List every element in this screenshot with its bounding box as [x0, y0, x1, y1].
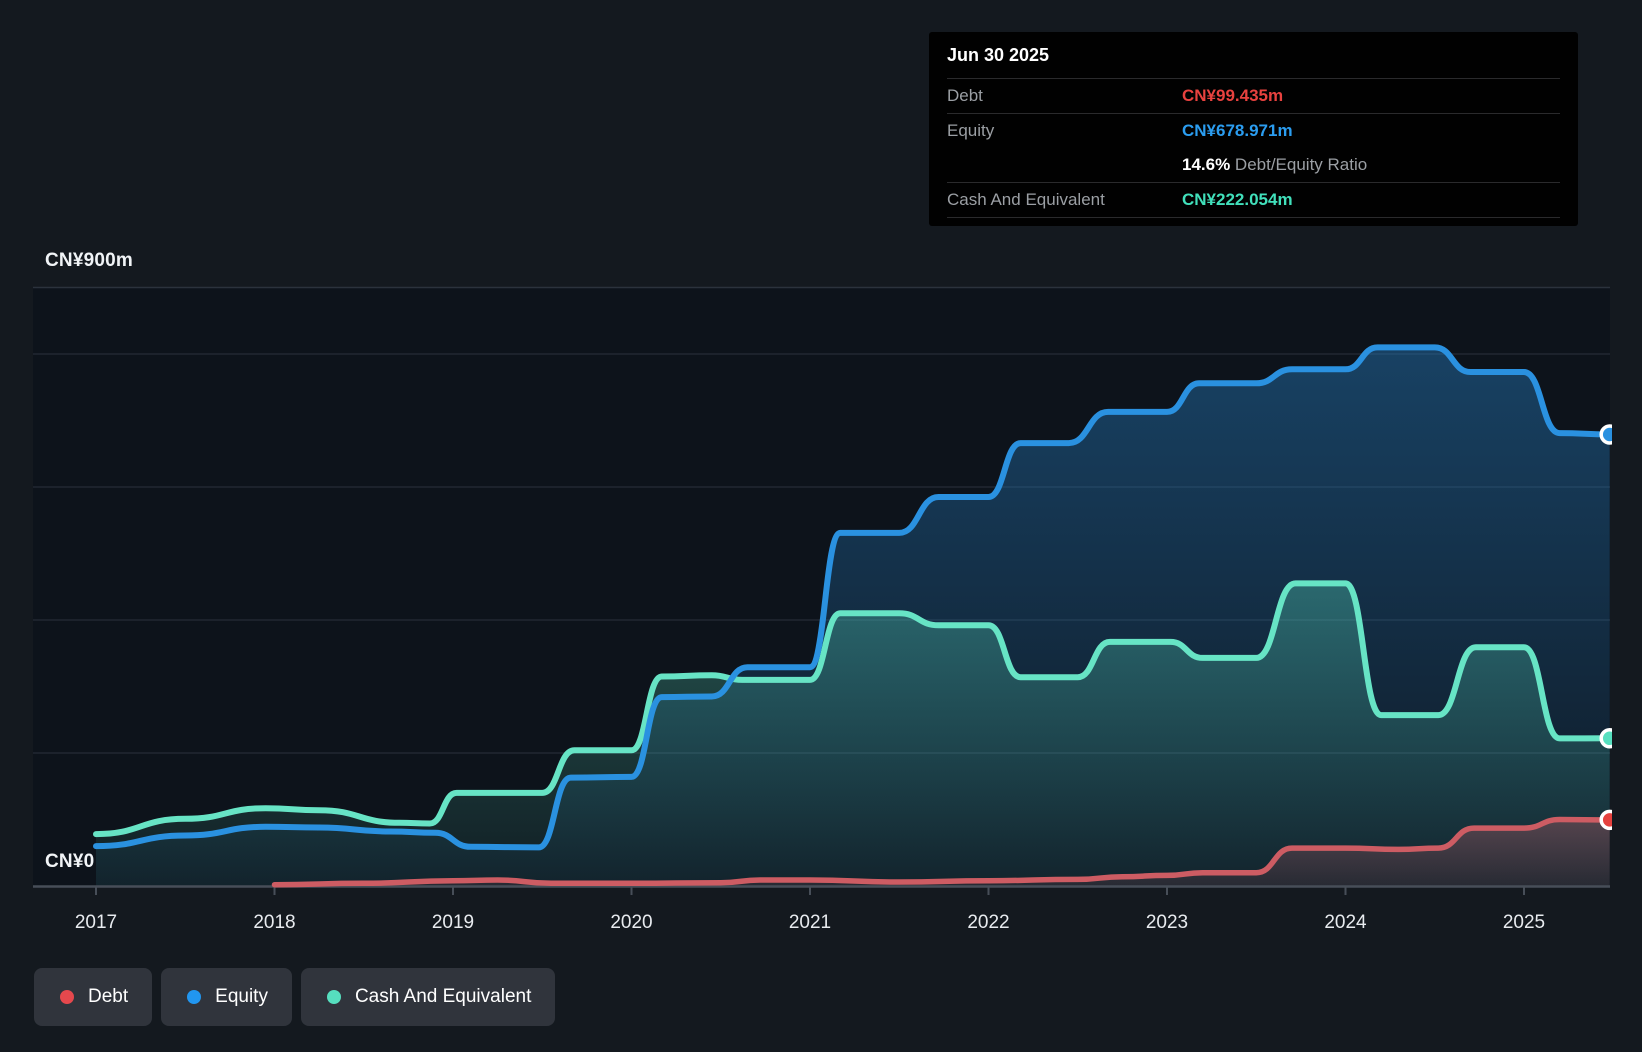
tooltip-equity-label: Equity	[947, 121, 995, 140]
tooltip-debt-value: CN¥99.435m	[1182, 86, 1284, 105]
endpoint-markers	[1599, 424, 1612, 831]
x-axis-year-label: 2025	[1502, 912, 1546, 933]
x-axis-year-label: 2021	[788, 912, 832, 933]
x-axis-year-label: 2020	[610, 912, 653, 933]
y-axis-zero-label: CN¥0	[45, 851, 95, 872]
debt-area	[274, 819, 1610, 886]
x-axis-year-label: 2023	[1145, 912, 1189, 933]
legend-item-debt[interactable]: Debt	[34, 968, 153, 1026]
debt-endpoint-dot	[1599, 809, 1612, 831]
tooltip-ratio: 14.6% Debt/Equity Ratio	[1182, 155, 1367, 175]
x-axis-year-label: 2024	[1324, 912, 1367, 933]
tooltip-equity-value: CN¥678.971m	[1182, 121, 1293, 140]
chart-legend: Debt Equity Cash And Equivalent	[34, 968, 556, 1026]
tooltip-row-equity: Equity CN¥678.971m	[947, 113, 1560, 148]
x-axis-year-label: 2017	[74, 912, 118, 933]
tooltip-bottom-divider	[947, 217, 1560, 226]
y-axis-max-label: CN¥900m	[45, 250, 134, 271]
x-axis-year-label: 2019	[431, 912, 475, 933]
chart-tooltip: Jun 30 2025 Debt CN¥99.435m Equity CN¥67…	[929, 32, 1578, 226]
tooltip-date: Jun 30 2025	[947, 44, 1050, 65]
cash-dot-icon	[326, 990, 341, 1004]
tooltip-debt-label: Debt	[947, 86, 983, 105]
legend-item-equity[interactable]: Equity	[161, 968, 292, 1026]
legend-item-cash[interactable]: Cash And Equivalent	[300, 968, 556, 1026]
legend-equity-label: Equity	[215, 986, 268, 1007]
legend-debt-label: Debt	[88, 986, 129, 1007]
equity-line	[93, 344, 1612, 851]
tooltip-row-debt: Debt CN¥99.435m	[947, 78, 1560, 113]
x-axis-year-label: 2018	[253, 912, 296, 933]
tooltip-cash-label: Cash And Equivalent	[947, 190, 1105, 209]
cash-and-equivalent-line	[93, 580, 1612, 838]
legend-cash-label: Cash And Equivalent	[354, 986, 532, 1007]
debt-line	[271, 816, 1612, 888]
tooltip-cash-value: CN¥222.054m	[1182, 190, 1293, 209]
x-axis-year-label: 2022	[967, 912, 1010, 933]
tooltip-row-ratio: 14.6% Debt/Equity Ratio	[947, 148, 1560, 182]
equity-endpoint-dot	[1599, 424, 1612, 445]
equity-dot-icon	[187, 990, 202, 1004]
debt-dot-icon	[60, 990, 74, 1004]
tooltip-ratio-label: Debt/Equity Ratio	[1230, 155, 1368, 174]
tooltip-row-cash: Cash And Equivalent CN¥222.054m	[947, 182, 1560, 217]
cash-and-equivalent-endpoint-dot	[1599, 728, 1612, 749]
tooltip-ratio-value: 14.6%	[1182, 155, 1231, 174]
